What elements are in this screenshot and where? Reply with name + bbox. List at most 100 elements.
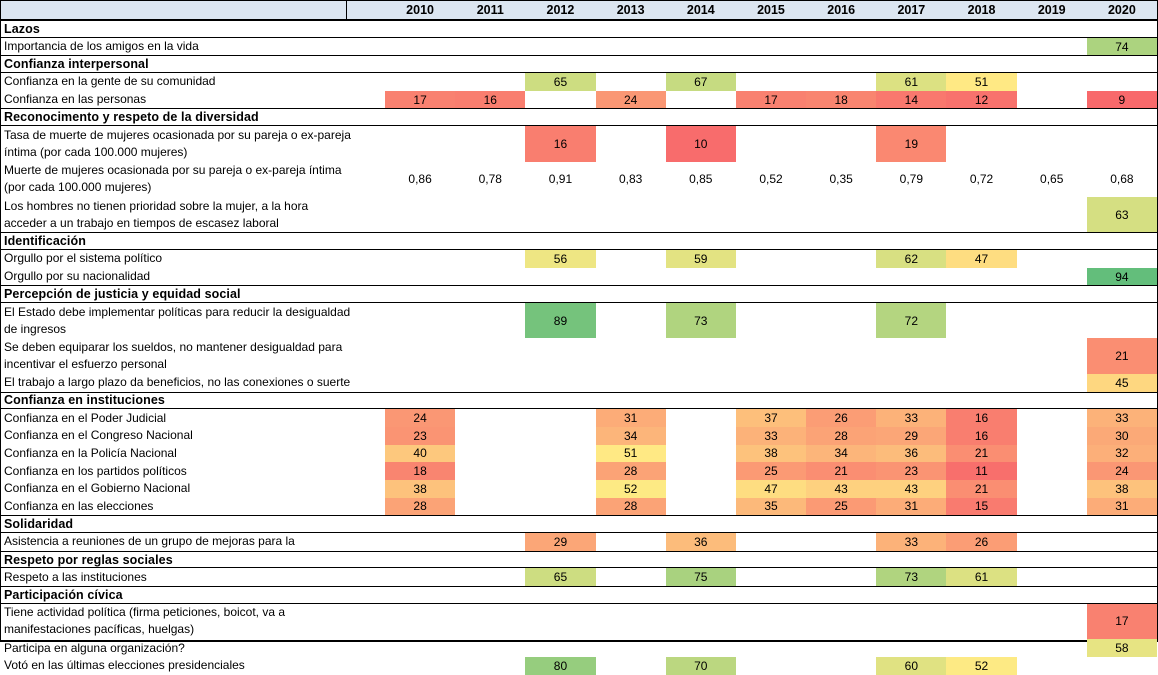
table-row: Confianza en el Gobierno Nacional 38 52 47 4… — [1, 479, 1157, 498]
value-cell — [666, 374, 736, 392]
value-cell — [806, 657, 876, 675]
value-cell: 38 — [385, 479, 456, 498]
value-cell: 21 — [806, 462, 877, 480]
value-cell: 73 — [665, 303, 736, 339]
value-cell: 24 — [1086, 462, 1157, 480]
value-cell: 23 — [385, 426, 456, 445]
value-cell: 35 — [735, 497, 807, 516]
value-cell: 36 — [876, 444, 947, 463]
value-cell: 28 — [595, 462, 666, 480]
value-cell — [736, 38, 806, 56]
value-cell: 65 — [525, 568, 596, 587]
value-cell — [736, 250, 806, 268]
value-cell — [596, 126, 666, 161]
table-row: Importancia de los amigos en la vida 74 — [1, 37, 1157, 56]
value-cell — [876, 338, 946, 373]
value-cell — [946, 197, 1016, 232]
value-cell — [525, 427, 595, 445]
value-cell — [946, 604, 1016, 639]
value-cell: 94 — [1086, 267, 1157, 286]
value-cell: 16 — [946, 409, 1017, 427]
value-cell — [385, 73, 455, 91]
year-header-cell: 2012 — [546, 3, 575, 17]
value-cell: 32 — [1086, 444, 1157, 463]
value-cell: 26 — [946, 533, 1017, 551]
value-cell: 15 — [946, 497, 1017, 516]
value-cell: 18 — [806, 90, 877, 109]
value-cell — [806, 73, 876, 91]
value-cell — [806, 303, 876, 338]
section-title: Percepción de justicia y equidad social — [4, 287, 241, 302]
value-cell — [736, 568, 806, 586]
value-cell: 9 — [1086, 90, 1157, 109]
value-cell: 21 — [946, 479, 1017, 498]
value-cell — [1017, 445, 1087, 463]
value-cell: 37 — [735, 409, 807, 427]
value-cell — [1017, 197, 1087, 232]
value-cell — [385, 126, 455, 161]
value-cell — [876, 268, 946, 286]
section-header-row: Lazos — [1, 20, 1157, 38]
row-label-cell: Confianza en las personas — [4, 92, 147, 107]
value-cell — [1087, 533, 1157, 551]
value-cell: 62 — [876, 249, 947, 268]
value-cell — [1017, 73, 1087, 91]
row-label-cell: Se deben equiparar los sueldos, no mante… — [4, 340, 343, 372]
value-cell — [1017, 498, 1087, 516]
section-title: Reconocimento y respeto de la diversidad — [4, 110, 259, 125]
value-cell — [596, 197, 666, 232]
row-label-cell: Muerte de mujeres ocasionada por su pare… — [4, 163, 342, 195]
value-cell — [525, 480, 595, 498]
value-cell: 19 — [876, 126, 947, 162]
value-cell: 43 — [806, 479, 877, 498]
value-cell: 16 — [946, 426, 1017, 445]
value-cell — [525, 604, 595, 639]
value-cell — [666, 338, 736, 373]
table-row: Confianza en la gente de su comunidad 65 6… — [1, 73, 1157, 91]
value-cell: 25 — [735, 462, 807, 480]
value-cell: 16 — [525, 126, 596, 162]
section-header-row: Participación cívica — [1, 586, 1157, 604]
row-label-cell: Orgullo por el sistema político — [4, 251, 163, 266]
value-cell: 80 — [525, 656, 596, 675]
value-cell — [525, 91, 595, 109]
value-cell — [385, 197, 455, 232]
value-cell: 59 — [665, 249, 736, 268]
value-cell — [455, 427, 525, 445]
value-cell: 0,52 — [759, 172, 783, 187]
value-cell: 38 — [735, 444, 807, 463]
value-cell — [666, 462, 736, 480]
value-cell — [596, 250, 666, 268]
value-cell: 45 — [1086, 373, 1157, 392]
value-cell — [455, 498, 525, 516]
value-cell — [1017, 91, 1087, 109]
value-cell: 47 — [735, 479, 807, 498]
value-cell: 16 — [455, 90, 526, 109]
value-cell: 52 — [946, 656, 1017, 675]
table-row: Confianza en las personas 17 16 24 17 18 14 12 9 — [1, 90, 1157, 109]
row-label-cell: Importancia de los amigos en la vida — [4, 39, 199, 54]
value-cell: 65 — [525, 73, 596, 91]
value-cell — [455, 38, 525, 56]
table-row: Confianza en el Poder Judicial 24 31 37 26 33… — [1, 409, 1157, 427]
value-cell: 89 — [525, 303, 596, 339]
value-cell — [1087, 303, 1157, 338]
value-cell: 0,85 — [689, 172, 713, 187]
value-cell — [806, 126, 876, 161]
value-cell — [666, 38, 736, 56]
value-cell — [1017, 533, 1087, 551]
section-title: Confianza interpersonal — [4, 57, 149, 72]
year-header-cell: 2017 — [897, 3, 926, 17]
value-cell — [455, 480, 525, 498]
value-cell — [525, 268, 595, 286]
year-header-cell: 2019 — [1037, 3, 1066, 17]
value-cell — [736, 197, 806, 232]
value-cell — [946, 338, 1016, 373]
value-cell — [736, 73, 806, 91]
value-cell: 26 — [806, 409, 877, 427]
value-cell — [806, 568, 876, 586]
row-label-cell: Respeto a las instituciones — [4, 569, 147, 584]
value-cell: 63 — [1086, 196, 1157, 233]
year-header-cell: 2010 — [406, 3, 434, 17]
